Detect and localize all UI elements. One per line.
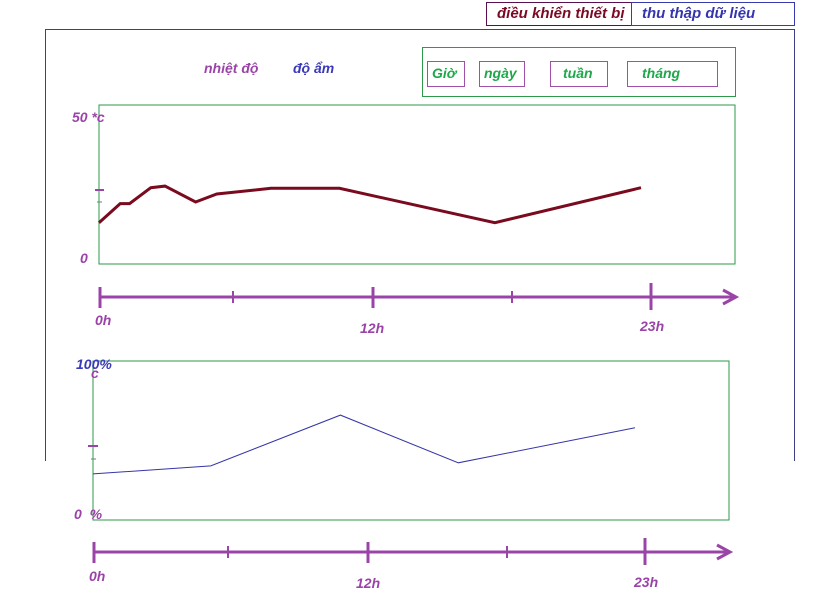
period-day-button[interactable]: ngày bbox=[479, 61, 525, 87]
humidity-y-min-label: 0 % bbox=[74, 506, 103, 522]
temperature-series-line bbox=[97, 184, 642, 225]
humidity-x-label-0h: 0h bbox=[89, 568, 105, 584]
humidity-x-label-12h: 12h bbox=[356, 575, 380, 591]
period-month-button[interactable]: tháng bbox=[627, 61, 718, 87]
temperature-y-min-label: 0 bbox=[80, 250, 88, 266]
humidity-unit-mark: c bbox=[91, 365, 99, 381]
temperature-axis-arrow bbox=[722, 288, 740, 306]
humidity-x-label-23h: 23h bbox=[633, 574, 658, 590]
humidity-plot-area bbox=[92, 360, 730, 521]
content-frame bbox=[45, 29, 795, 461]
tab-data-collection[interactable]: thu thập dữ liệu bbox=[631, 2, 795, 26]
temperature-plot-area bbox=[98, 104, 736, 265]
period-hour-button[interactable]: Giờ bbox=[427, 61, 465, 87]
temperature-x-label-12h: 12h bbox=[360, 320, 384, 336]
humidity-y-max-label: 100% bbox=[76, 356, 112, 372]
humidity-series-line bbox=[92, 414, 636, 475]
temperature-x-label-0h: 0h bbox=[95, 312, 111, 328]
temperature-x-label-23h: 23h bbox=[639, 318, 664, 334]
legend-temperature[interactable]: nhiệt độ bbox=[204, 60, 259, 76]
temperature-y-max-label: 50 *c bbox=[72, 109, 105, 125]
humidity-axis-arrow bbox=[716, 543, 734, 561]
legend-humidity[interactable]: độ ẩm bbox=[293, 60, 335, 76]
period-selector: Giờ ngày tuần tháng bbox=[422, 47, 736, 97]
period-week-button[interactable]: tuần bbox=[550, 61, 608, 87]
